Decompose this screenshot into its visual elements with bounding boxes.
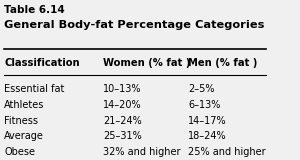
Text: Athletes: Athletes — [4, 100, 44, 110]
Text: 2–5%: 2–5% — [188, 84, 215, 94]
Text: Fitness: Fitness — [4, 116, 38, 125]
Text: 25% and higher: 25% and higher — [188, 147, 266, 157]
Text: Essential fat: Essential fat — [4, 84, 64, 94]
Text: 25–31%: 25–31% — [103, 131, 142, 141]
Text: 18–24%: 18–24% — [188, 131, 227, 141]
Text: 14–17%: 14–17% — [188, 116, 227, 125]
Text: Women (% fat ): Women (% fat ) — [103, 58, 190, 68]
Text: General Body-fat Percentage Categories: General Body-fat Percentage Categories — [4, 20, 264, 30]
Text: 10–13%: 10–13% — [103, 84, 141, 94]
Text: 21–24%: 21–24% — [103, 116, 142, 125]
Text: Men (% fat ): Men (% fat ) — [188, 58, 258, 68]
Text: Obese: Obese — [4, 147, 35, 157]
Text: 14–20%: 14–20% — [103, 100, 142, 110]
Text: 32% and higher: 32% and higher — [103, 147, 180, 157]
Text: Classification: Classification — [4, 58, 80, 68]
Text: Table 6.14: Table 6.14 — [4, 5, 65, 15]
Text: Average: Average — [4, 131, 44, 141]
Text: 6–13%: 6–13% — [188, 100, 221, 110]
